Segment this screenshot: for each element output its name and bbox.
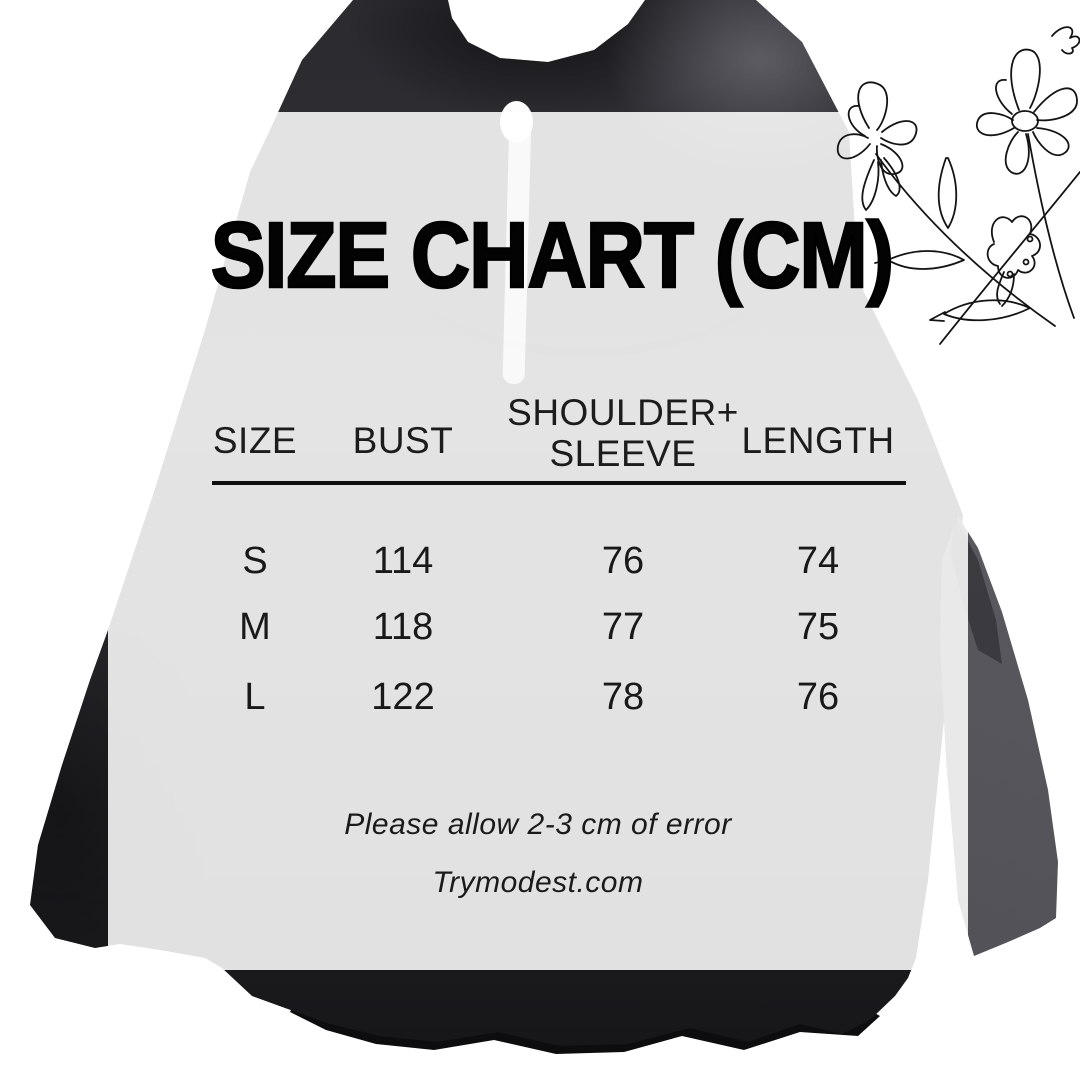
cell-length: 75 <box>796 606 840 648</box>
cell-shoulder-sleeve: 77 <box>601 606 645 648</box>
column-header-shoulder-line2: SLEEVE <box>549 433 697 474</box>
column-header-length: LENGTH <box>741 420 895 461</box>
flower-line-art-icon <box>836 26 1080 345</box>
column-header-bust: BUST <box>352 420 454 461</box>
cell-size: M <box>239 606 271 648</box>
column-header-shoulder-line1: SHOULDER+ <box>507 392 739 433</box>
column-header-shoulder-sleeve: SHOULDER+ SLEEVE <box>507 392 739 474</box>
website-url: Trymodest.com <box>432 866 644 899</box>
column-header-size: SIZE <box>212 420 298 461</box>
cell-shoulder-sleeve: 76 <box>601 540 645 582</box>
cell-shoulder-sleeve: 78 <box>601 676 645 718</box>
page-title: SIZE CHART (CM) <box>210 203 896 307</box>
error-tolerance-note: Please allow 2-3 cm of error <box>344 808 732 841</box>
cell-bust: 122 <box>371 676 435 718</box>
cell-size: L <box>244 676 266 718</box>
overlay-panel <box>108 112 968 970</box>
cell-bust: 118 <box>372 606 434 648</box>
cell-bust: 114 <box>372 540 434 582</box>
cell-length: 74 <box>796 540 840 582</box>
cell-size: S <box>242 540 268 582</box>
cell-length: 76 <box>796 676 840 718</box>
table-header-divider <box>212 481 906 485</box>
